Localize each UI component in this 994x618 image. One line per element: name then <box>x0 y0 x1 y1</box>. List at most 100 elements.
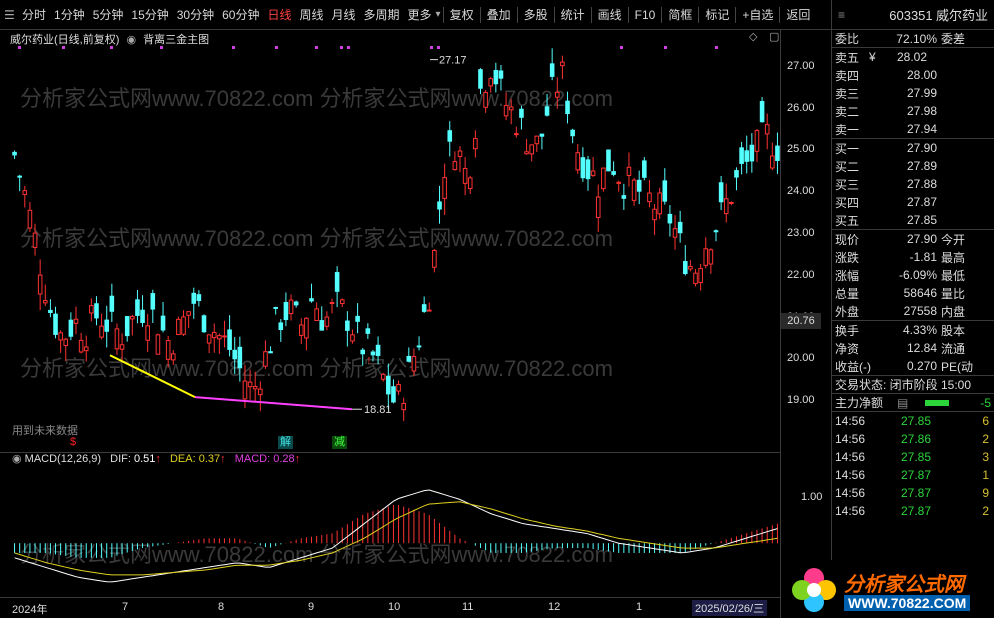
tool-button-7[interactable]: 标记 <box>705 7 730 22</box>
period-tab-7[interactable]: 周线 <box>299 7 324 22</box>
ask-row: 卖五 ¥28.02 <box>835 50 927 65</box>
period-tab-1[interactable]: 1分钟 <box>54 7 85 22</box>
candle-body <box>503 104 509 117</box>
price-tick: 27.00 <box>787 59 815 72</box>
candle-body <box>493 69 499 85</box>
tool-button-4[interactable]: 画线 <box>597 7 622 22</box>
signal-dot <box>275 46 278 49</box>
diamond-icon[interactable]: ◇ <box>749 31 758 43</box>
period-tab-0[interactable]: 分时 <box>22 7 47 22</box>
indicator-name[interactable]: 背离三金主图 <box>143 34 210 46</box>
toolbar-divider <box>779 6 781 23</box>
candle-body <box>729 201 734 204</box>
tool-button-5[interactable]: F10 <box>634 7 656 22</box>
candle-body <box>17 175 22 178</box>
macd-chart[interactable]: 分析家公式网www.70822.com 分析家公式网www.70822.com <box>0 452 780 597</box>
ask-row: 卖四 28.00 <box>832 66 994 84</box>
candle-body <box>99 325 104 338</box>
candle-body <box>401 402 406 411</box>
candle-body <box>329 302 335 305</box>
period-tab-8[interactable]: 月线 <box>331 7 356 22</box>
tool-button-6[interactable]: 简框 <box>668 7 693 22</box>
candle-body <box>237 346 243 369</box>
candle-body <box>375 344 381 356</box>
tool-button-1[interactable]: 叠加 <box>486 7 511 22</box>
eye-icon[interactable]: ◉ <box>126 34 137 46</box>
candle-body <box>365 328 371 334</box>
candle-body <box>334 272 340 292</box>
candle-body <box>288 299 294 315</box>
tool-button-8[interactable]: +自选 <box>742 7 774 22</box>
window-icon[interactable]: ▢ <box>769 31 780 43</box>
price-tick: 22.00 <box>787 268 815 281</box>
tool-button-0[interactable]: 复权 <box>449 7 474 22</box>
tick-time: 14:56 <box>835 504 866 518</box>
menu-icon[interactable]: ≡ <box>838 7 846 22</box>
ask-label: 卖三 <box>835 86 860 101</box>
tick-price: 27.85 <box>900 414 931 428</box>
candle-body <box>309 298 314 302</box>
buy-arrow-icon: ↑ <box>366 353 372 367</box>
bid-row: 买三 27.88 <box>832 175 994 193</box>
period-tab-5[interactable]: 60分钟 <box>222 7 260 22</box>
period-tab-4[interactable]: 30分钟 <box>176 7 215 22</box>
stats-label: 换手 <box>835 323 860 338</box>
candle-body <box>688 265 693 270</box>
period-tab-3[interactable]: 15分钟 <box>131 7 169 22</box>
stock-code: 603351 <box>889 8 933 23</box>
tick-time: 14:56 <box>835 486 866 500</box>
candle-body <box>606 149 611 172</box>
candle-body <box>181 316 186 335</box>
tick-volume: 2 <box>982 504 989 518</box>
macd-name: MACD(12,26,9) <box>24 453 102 465</box>
tool-button-3[interactable]: 统计 <box>560 7 585 22</box>
candle-body <box>560 61 565 67</box>
candle-body <box>232 349 238 360</box>
price-tick: 20.00 <box>787 352 815 365</box>
candle-body <box>324 316 330 327</box>
quote-extra-label: 量比 <box>941 286 966 301</box>
period-tab-6[interactable]: 日线 <box>267 7 292 22</box>
candle-body <box>621 195 627 199</box>
macd-header: ◉ MACD(12,26,9) DIF: 0.51↑ DEA: 0.37↑ MA… <box>12 452 300 465</box>
tool-button-2[interactable]: 多股 <box>523 7 548 22</box>
candle-body <box>114 328 120 350</box>
price-chart[interactable]: 分析家公式网www.70822.com 分析家公式网www.70822.com 分… <box>0 46 780 421</box>
signal-dot <box>437 46 440 49</box>
period-tab-10[interactable]: 更多 <box>407 7 432 22</box>
period-toolbar: ☰ 分时 1分钟 5分钟 15分钟 30分钟 60分钟 日线 周线 月线 多周期 更多 ▾ 复权 叠加 多股统… <box>0 0 831 30</box>
stock-name: 威尔药业 <box>935 8 988 23</box>
stats-row: 换手 4.33% 股本 <box>832 321 994 339</box>
candle-body <box>191 292 197 304</box>
tick-volume: 3 <box>982 450 989 464</box>
bid-row: 买五 27.85 <box>832 211 994 229</box>
candle-body <box>396 384 401 392</box>
candle-body <box>744 150 750 162</box>
candle-body <box>217 335 222 340</box>
main-net-row: 主力净额 ▤ -5 <box>832 394 994 412</box>
candle-body <box>657 192 662 215</box>
period-tab-9[interactable]: 多周期 <box>363 7 400 22</box>
ask-price: 27.99 <box>906 86 937 100</box>
candle-body <box>319 320 325 331</box>
grid-icon[interactable]: ▤ <box>897 395 909 410</box>
divergence-line-yellow <box>109 354 196 398</box>
eye-icon[interactable]: ◉ <box>12 453 25 465</box>
candle-body <box>713 230 719 233</box>
bid-label: 买五 <box>835 213 860 228</box>
candle-body <box>155 334 161 355</box>
candle-body <box>283 301 289 321</box>
tick-volume: 2 <box>982 432 989 446</box>
candle-body <box>749 144 755 162</box>
candle-body <box>611 171 616 175</box>
candle-body <box>109 295 115 312</box>
candle-body <box>124 316 130 337</box>
stats-extra-label: 股本 <box>941 323 966 338</box>
menu-icon[interactable]: ☰ <box>4 7 15 22</box>
period-tab-2[interactable]: 5分钟 <box>92 7 124 22</box>
tick-row: 14:56 27.85 3 <box>832 448 994 466</box>
signal-dot <box>62 46 65 49</box>
tool-button-9[interactable]: 返回 <box>786 7 811 22</box>
toolbar-divider <box>442 6 444 23</box>
